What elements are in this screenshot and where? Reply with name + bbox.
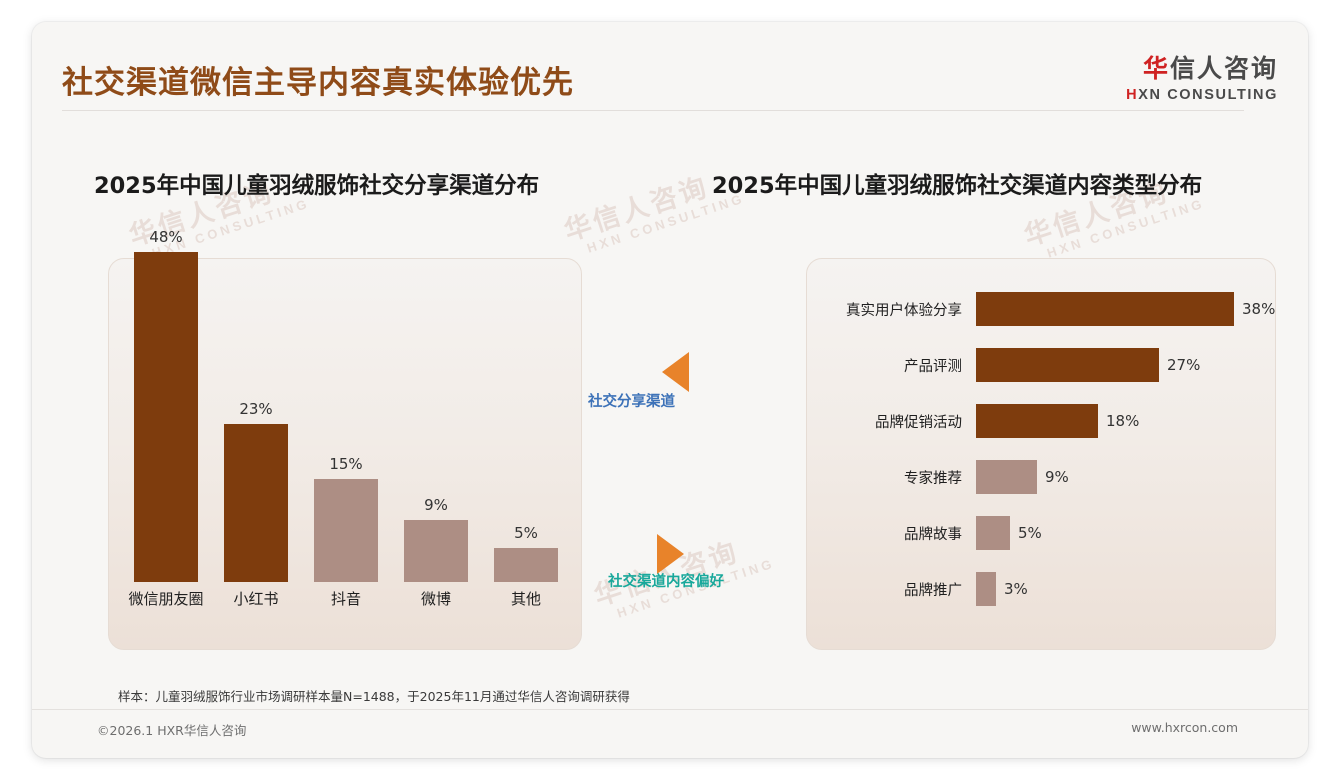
logo-chinese: 华信人咨询 bbox=[1126, 56, 1278, 81]
vertical-bar-column: 9% bbox=[404, 496, 468, 582]
annotation-content-pref-label: 社交渠道内容偏好 bbox=[608, 574, 724, 590]
horizontal-bar-row: 产品评测 27% bbox=[828, 348, 1200, 382]
bar-rect bbox=[494, 548, 558, 582]
bar-value-label: 38% bbox=[1242, 300, 1276, 318]
bar-value-label: 27% bbox=[1167, 356, 1201, 374]
logo-cn-rest: 信人咨询 bbox=[1169, 54, 1278, 83]
bar-rect bbox=[224, 424, 288, 582]
brand-logo: 华信人咨询 HXN CONSULTING bbox=[1126, 56, 1278, 103]
logo-english: HXN CONSULTING bbox=[1126, 88, 1278, 103]
logo-en-highlight: H bbox=[1126, 87, 1139, 103]
bar-category-label: 品牌故事 bbox=[904, 526, 962, 543]
vertical-bar-column: 5% bbox=[494, 524, 558, 582]
bar-rect bbox=[976, 404, 1098, 438]
logo-en-rest: XN CONSULTING bbox=[1138, 87, 1278, 103]
vertical-bar-chart: 48% 23% 15% 9% 5% bbox=[108, 200, 582, 582]
vertical-bar-column: 48% bbox=[134, 228, 198, 582]
bar-category-label: 真实用户体验分享 bbox=[846, 302, 962, 319]
logo-cn-highlight: 华 bbox=[1142, 54, 1170, 83]
bar-value-label: 9% bbox=[1045, 468, 1069, 486]
horizontal-bar-chart: 真实用户体验分享 38% 产品评测 27% 品牌促销活动 18% 专家推荐 9% 品牌故事 5% 品… bbox=[828, 292, 1278, 632]
footer-copyright: ©2026.1 HXR华信人咨询 bbox=[97, 723, 247, 738]
header-divider bbox=[62, 110, 1244, 111]
bar-category-label: 微信朋友圈 bbox=[128, 590, 204, 608]
chart-title-left: 2025年中国儿童羽绒服饰社交分享渠道分布 bbox=[94, 173, 540, 199]
annotation-share-channel bbox=[655, 352, 689, 392]
bar-value-label: 5% bbox=[514, 524, 538, 542]
bar-value-label: 9% bbox=[424, 496, 448, 514]
bar-rect bbox=[976, 292, 1234, 326]
bar-category-label: 品牌推广 bbox=[904, 582, 962, 599]
page-title: 社交渠道微信主导内容真实体验优先 bbox=[62, 65, 574, 101]
horizontal-bar-row: 专家推荐 9% bbox=[828, 460, 1069, 494]
vertical-bar-column: 23% bbox=[224, 400, 288, 582]
chart-title-right: 2025年中国儿童羽绒服饰社交渠道内容类型分布 bbox=[712, 173, 1203, 199]
horizontal-bar-row: 品牌促销活动 18% bbox=[828, 404, 1139, 438]
bar-category-label: 专家推荐 bbox=[904, 470, 962, 487]
bar-category-label: 品牌促销活动 bbox=[875, 414, 962, 431]
horizontal-bar-row: 真实用户体验分享 38% bbox=[828, 292, 1275, 326]
bar-category-label: 其他 bbox=[510, 590, 541, 608]
bar-rect bbox=[976, 516, 1010, 550]
bar-rect bbox=[976, 348, 1159, 382]
bar-rect bbox=[314, 479, 378, 582]
annotation-share-channel-label: 社交分享渠道 bbox=[588, 394, 675, 410]
annotation-content-pref bbox=[657, 534, 684, 574]
bar-rect bbox=[404, 520, 468, 582]
horizontal-bar-row: 品牌推广 3% bbox=[828, 572, 1028, 606]
bar-category-label: 抖音 bbox=[330, 590, 361, 608]
bar-value-label: 5% bbox=[1018, 524, 1042, 542]
bar-category-label: 产品评测 bbox=[904, 358, 962, 375]
bar-value-label: 23% bbox=[239, 400, 273, 418]
footer-website: www.hxrcon.com bbox=[1131, 720, 1238, 735]
bar-rect bbox=[976, 572, 996, 606]
bar-category-label: 小红书 bbox=[233, 590, 279, 608]
bar-rect bbox=[134, 252, 198, 582]
arrow-right-icon bbox=[657, 534, 684, 574]
footer-divider bbox=[32, 709, 1308, 710]
bar-value-label: 18% bbox=[1106, 412, 1140, 430]
bar-value-label: 3% bbox=[1004, 580, 1028, 598]
footnote: 样本：儿童羽绒服饰行业市场调研样本量N=1488，于2025年11月通过华信人咨… bbox=[118, 689, 630, 704]
vertical-bar-column: 15% bbox=[314, 455, 378, 582]
horizontal-bar-row: 品牌故事 5% bbox=[828, 516, 1042, 550]
bar-value-label: 15% bbox=[329, 455, 363, 473]
arrow-left-icon bbox=[662, 352, 689, 392]
bar-category-label: 微博 bbox=[420, 590, 451, 608]
bar-rect bbox=[976, 460, 1037, 494]
bar-value-label: 48% bbox=[149, 228, 183, 246]
